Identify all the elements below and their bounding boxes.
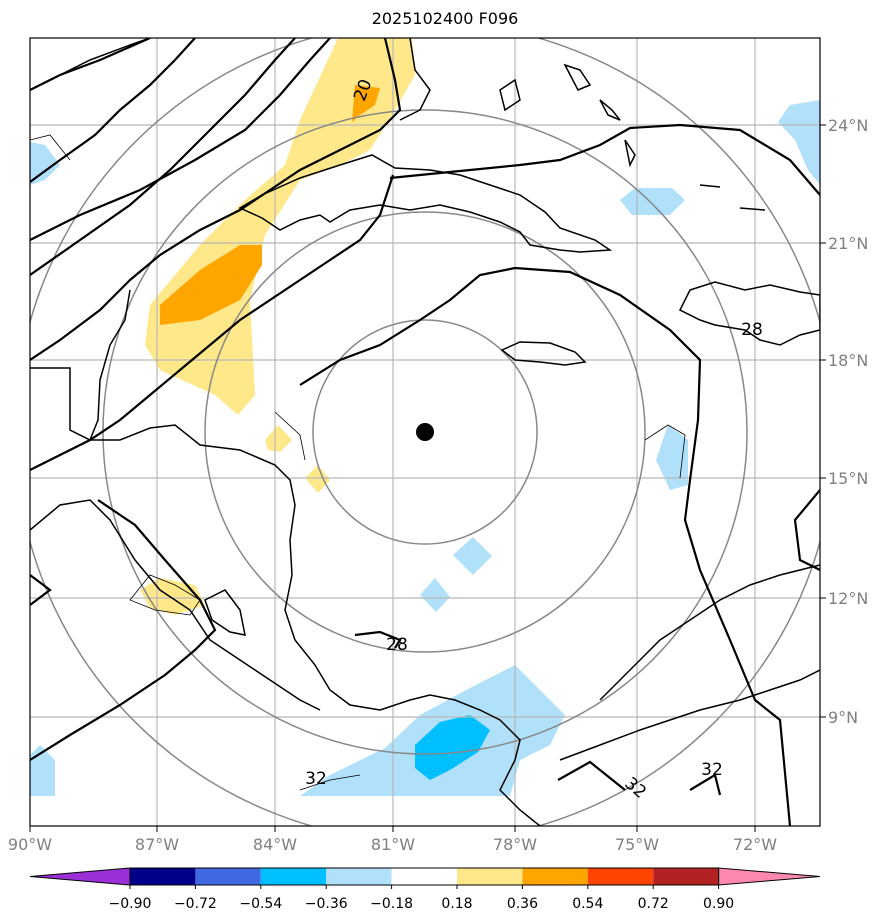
contour-label-28b: 28 xyxy=(741,320,763,340)
yellow-bit-2 xyxy=(305,465,330,493)
blue-patch-sw xyxy=(30,745,55,796)
lon-tick-labels: 90°W 87°W 84°W 81°W 78°W 75°W 72°W xyxy=(8,826,777,854)
orange-patch-1 xyxy=(160,245,262,325)
colorbar-label: 0.72 xyxy=(638,896,669,912)
lat-tick-label: 12°N xyxy=(828,589,868,608)
blue-patch-nw xyxy=(30,142,60,185)
contour-label-32c: 32 xyxy=(701,760,723,780)
lon-tick-label: 75°W xyxy=(615,835,659,854)
colorbar-label: 0.18 xyxy=(441,896,472,912)
contour-label-28a: 28 xyxy=(386,635,408,655)
colorbar-label: −0.18 xyxy=(370,896,413,912)
colorbar-label: −0.54 xyxy=(239,896,282,912)
colorbar-box xyxy=(587,868,654,885)
colorbar-label: 0.36 xyxy=(507,896,538,912)
yellow-bit-1 xyxy=(265,425,292,452)
lat-tick-label: 18°N xyxy=(828,351,868,370)
lon-tick-label: 90°W xyxy=(8,835,52,854)
lat-tick-label: 24°N xyxy=(828,116,868,135)
storm-center-marker xyxy=(416,423,434,441)
blue-patch-east xyxy=(656,425,688,490)
shading-layer xyxy=(30,38,820,796)
colorbar-box xyxy=(195,868,261,885)
blue-patch-ne xyxy=(778,100,820,185)
blue-patch-diamond-2 xyxy=(420,578,450,612)
colorbar-extend-low xyxy=(29,867,131,886)
coastlines xyxy=(30,38,820,826)
lon-tick-label: 87°W xyxy=(135,835,179,854)
colorbar-label: −0.90 xyxy=(109,896,152,912)
lon-tick-label: 81°W xyxy=(371,835,415,854)
colorbar-box xyxy=(391,868,457,885)
colorbar-label: −0.36 xyxy=(305,896,348,912)
colorbar-label: 0.90 xyxy=(703,896,734,912)
map-title: 2025102400 F096 xyxy=(371,9,519,28)
map-frame xyxy=(29,37,821,827)
lat-tick-labels: 9°N 12°N 15°N 18°N 21°N 24°N xyxy=(820,116,868,727)
lon-tick-label: 72°W xyxy=(733,835,777,854)
colorbar-box xyxy=(260,868,327,885)
colorbar: −0.90 −0.72 −0.54 −0.36 −0.18 0.18 0.36 0.54 0.7… xyxy=(29,867,821,912)
lat-tick-label: 9°N xyxy=(828,708,858,727)
colorbar-outline xyxy=(129,867,720,886)
blue-patch-cuba xyxy=(620,188,685,215)
lat-tick-label: 15°N xyxy=(828,469,868,488)
contours xyxy=(30,38,820,826)
colorbar-extend-high xyxy=(718,867,821,886)
colorbar-box xyxy=(130,868,196,885)
orange-patch-2 xyxy=(352,85,380,122)
colorbar-label: 0.54 xyxy=(572,896,603,912)
colorbar-label: −0.72 xyxy=(174,896,217,912)
deepsky-patch-south xyxy=(415,715,490,780)
contour-label-32a: 32 xyxy=(305,769,327,789)
colorbar-box xyxy=(326,868,392,885)
lon-tick-label: 78°W xyxy=(493,835,537,854)
lon-tick-label: 84°W xyxy=(253,835,297,854)
colorbar-box xyxy=(653,868,719,885)
lat-tick-label: 21°N xyxy=(828,234,868,253)
colorbar-box xyxy=(522,868,588,885)
colorbar-box xyxy=(457,868,523,885)
blue-patch-diamond-1 xyxy=(453,537,492,575)
yellow-plume xyxy=(145,38,415,415)
